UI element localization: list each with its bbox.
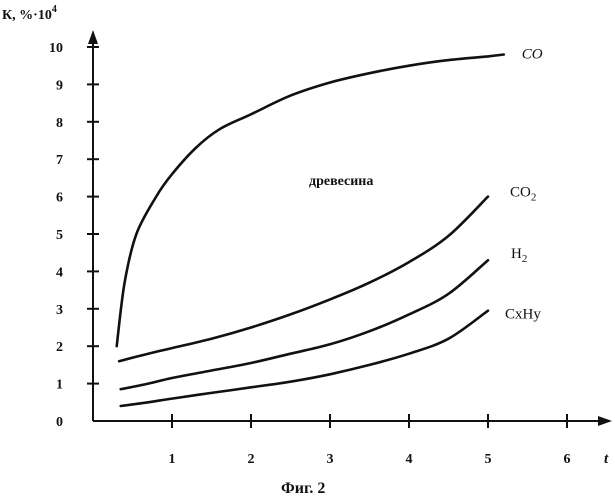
series-labels: CO CO2 H2 CxHy: [505, 47, 543, 323]
x-tick-label: 6: [564, 452, 571, 467]
y-tick-label: 9: [56, 78, 63, 93]
y-tick-label: 3: [56, 303, 63, 318]
y-tick-label: 7: [56, 153, 63, 168]
series-line-co2: [119, 197, 488, 362]
y-axis-label-main: К, %·10: [2, 8, 52, 23]
x-tick-label: 3: [327, 452, 334, 467]
x-axis-arrowhead: [598, 416, 612, 426]
y-tick-label: 6: [56, 191, 63, 206]
y-axis-arrowhead: [88, 30, 98, 44]
series-line-cxhy: [121, 311, 488, 406]
y-axis-label-exponent: 4: [52, 4, 57, 15]
y-tick-label: 5: [56, 228, 63, 243]
y-tick-label: 0: [56, 415, 63, 430]
series-label-co2: CO2: [510, 185, 536, 204]
x-tick-label: 4: [406, 452, 413, 467]
y-tick-label: 4: [56, 265, 63, 280]
y-tick-label: 8: [56, 116, 63, 131]
series-line-co: [117, 55, 504, 347]
x-tick-label: 1: [169, 452, 176, 467]
y-ticks: 0 1 2 3 4 5 6 7 8 9 10: [49, 41, 99, 430]
x-tick-label: 5: [485, 452, 492, 467]
series-label-co: CO: [522, 47, 543, 63]
x-tick-label: 2: [248, 452, 255, 467]
y-axis-label: К, %·104: [2, 4, 57, 23]
y-tick-label: 10: [49, 41, 63, 56]
figure-caption: Фиг. 2: [281, 480, 325, 497]
x-axis-label: t: [604, 451, 609, 467]
series-label-cxhy: CxHy: [505, 307, 541, 323]
y-tick-label: 2: [56, 340, 63, 355]
series-label-h2: H2: [511, 246, 527, 265]
material-annotation: древесина: [309, 174, 373, 189]
series-line-h2: [121, 260, 488, 389]
y-tick-label: 1: [56, 378, 63, 393]
series-layer: [117, 55, 504, 407]
